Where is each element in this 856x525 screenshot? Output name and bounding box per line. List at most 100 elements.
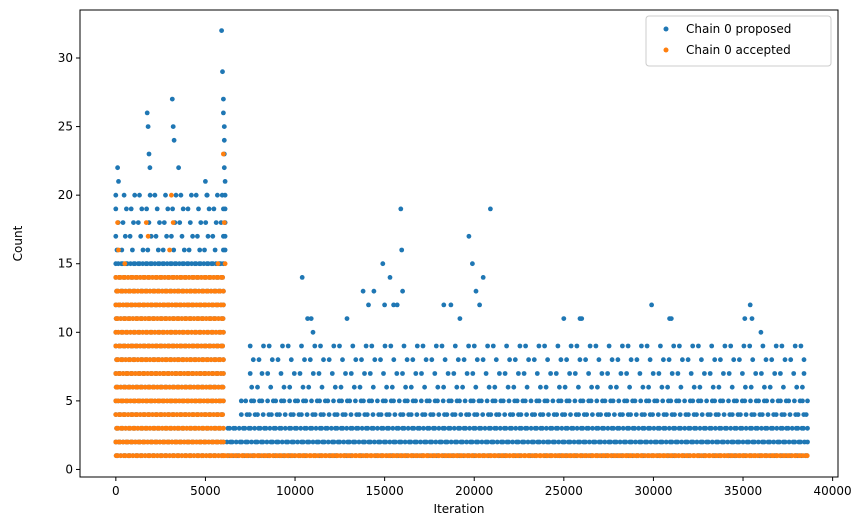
proposed-point — [239, 439, 245, 445]
proposed-point — [690, 439, 696, 445]
proposed-point — [747, 302, 753, 308]
proposed-point — [759, 412, 765, 417]
proposed-point — [387, 275, 393, 280]
proposed-point — [629, 439, 634, 445]
proposed-point — [594, 398, 600, 404]
proposed-point — [353, 398, 358, 404]
proposed-point — [608, 439, 613, 445]
accepted-point — [167, 247, 173, 253]
proposed-point — [396, 425, 401, 431]
proposed-point — [777, 439, 782, 445]
proposed-point — [694, 412, 699, 417]
proposed-point — [572, 398, 578, 404]
proposed-point — [460, 439, 465, 445]
proposed-point — [602, 439, 608, 445]
proposed-point — [154, 206, 160, 212]
proposed-point — [565, 425, 570, 431]
proposed-point — [266, 343, 272, 349]
proposed-point — [473, 384, 479, 390]
proposed-point — [282, 425, 288, 431]
proposed-point — [691, 384, 697, 390]
y-tick-label: 10 — [58, 325, 73, 339]
x-tick-label: 5000 — [190, 484, 221, 498]
proposed-point — [690, 343, 696, 349]
proposed-point — [290, 412, 296, 417]
proposed-point — [400, 412, 406, 417]
accepted-point — [220, 316, 226, 321]
proposed-point — [224, 439, 230, 445]
proposed-point — [380, 261, 386, 267]
proposed-point — [789, 425, 795, 431]
y-tick-label: 30 — [58, 51, 73, 65]
proposed-point — [210, 233, 216, 239]
proposed-point — [347, 439, 352, 445]
proposed-point — [677, 412, 683, 417]
proposed-point — [549, 425, 555, 431]
proposed-point — [193, 192, 199, 198]
proposed-point — [291, 439, 296, 445]
proposed-point — [155, 247, 161, 253]
proposed-point — [523, 343, 528, 349]
proposed-point — [488, 412, 494, 417]
proposed-point — [613, 439, 619, 445]
proposed-point — [524, 412, 529, 417]
proposed-point — [391, 357, 397, 363]
proposed-point — [444, 412, 450, 417]
proposed-point — [245, 439, 250, 445]
proposed-point — [781, 412, 787, 417]
proposed-point — [359, 425, 365, 431]
proposed-point — [544, 398, 550, 404]
proposed-point — [612, 412, 617, 417]
proposed-point — [439, 439, 444, 445]
proposed-point — [642, 412, 647, 417]
proposed-point — [343, 371, 348, 376]
proposed-point — [721, 412, 727, 417]
proposed-point — [185, 206, 191, 212]
proposed-point — [269, 357, 275, 363]
proposed-point — [669, 371, 675, 376]
proposed-point — [726, 398, 731, 404]
proposed-point — [703, 425, 709, 431]
proposed-point — [528, 398, 534, 404]
proposed-point — [737, 357, 742, 363]
proposed-point — [787, 412, 793, 417]
proposed-point — [654, 398, 660, 404]
proposed-point — [750, 357, 756, 363]
proposed-point — [545, 357, 550, 363]
proposed-point — [116, 179, 121, 184]
proposed-point — [413, 371, 419, 376]
plot-frame — [79, 9, 839, 478]
proposed-point — [685, 357, 691, 363]
proposed-point — [758, 329, 764, 335]
proposed-point — [715, 439, 721, 445]
proposed-point — [751, 412, 757, 417]
proposed-point — [772, 371, 778, 376]
proposed-point — [146, 151, 152, 157]
proposed-point — [734, 425, 739, 431]
proposed-point — [649, 302, 654, 308]
proposed-point — [680, 357, 685, 363]
proposed-point — [786, 398, 792, 404]
proposed-point — [662, 425, 668, 431]
proposed-point — [718, 357, 723, 363]
proposed-point — [678, 425, 684, 431]
proposed-point — [417, 425, 422, 431]
proposed-point — [485, 343, 490, 349]
proposed-point — [304, 425, 309, 431]
proposed-point — [466, 412, 472, 417]
legend-label-proposed: Chain 0 proposed — [686, 22, 791, 36]
proposed-point — [605, 371, 610, 376]
proposed-point — [204, 192, 210, 198]
proposed-point — [113, 233, 119, 239]
proposed-point — [355, 425, 361, 431]
proposed-point — [541, 439, 546, 445]
proposed-point — [247, 371, 253, 376]
proposed-point — [464, 439, 469, 445]
proposed-point — [780, 425, 785, 431]
proposed-point — [698, 398, 704, 404]
proposed-point — [522, 398, 528, 404]
proposed-point — [728, 343, 734, 349]
proposed-point — [122, 233, 128, 239]
proposed-point — [756, 439, 761, 445]
proposed-point — [257, 425, 263, 431]
